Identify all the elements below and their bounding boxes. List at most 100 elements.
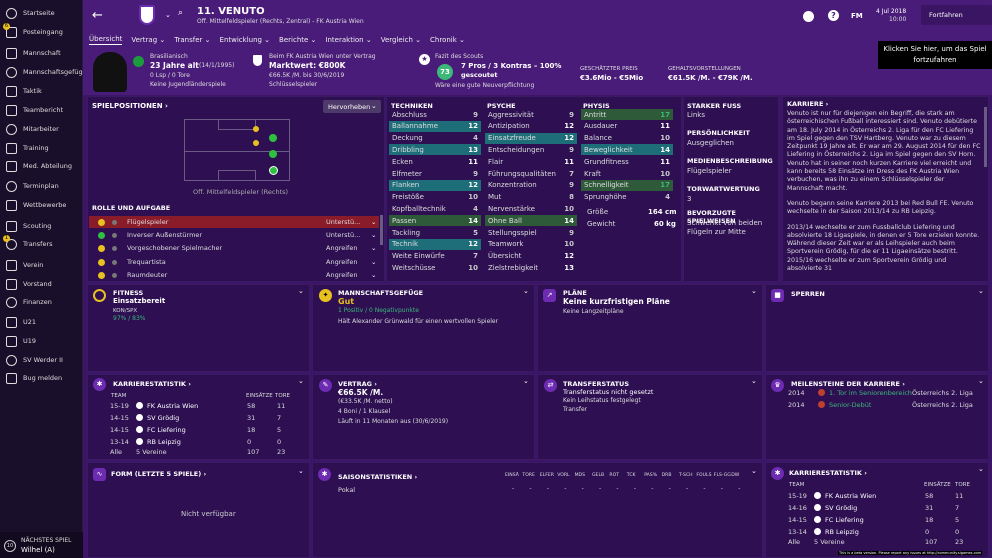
milestones-title[interactable]: MEILENSTEINE DER KARRIERE › bbox=[791, 380, 905, 388]
season-col-header[interactable]: DW bbox=[731, 473, 740, 478]
sidebar-item-12[interactable]: Scouting bbox=[0, 217, 83, 235]
season-col-header[interactable]: DRB bbox=[661, 473, 672, 478]
tab-3[interactable]: Transfer ⌄ bbox=[174, 36, 210, 44]
contract-title[interactable]: VERTRAG › bbox=[338, 380, 377, 388]
career-scrollbar[interactable] bbox=[984, 107, 987, 167]
sidebar-item-10[interactable]: Terminplan bbox=[0, 177, 83, 195]
transfer-title: TRANSFERSTATUS bbox=[563, 380, 630, 388]
bans-chevron-icon[interactable]: ⌄ bbox=[978, 287, 984, 295]
market-value: Marktwert: €800K bbox=[269, 61, 346, 70]
role-row[interactable]: Vorgeschobener Spielmacher Angreifen ⌄ bbox=[89, 242, 379, 254]
season-col-header[interactable]: T-SCH bbox=[679, 473, 693, 478]
help-icon[interactable]: ? bbox=[828, 10, 839, 21]
chevron-down-icon[interactable]: ⌄ bbox=[371, 231, 377, 239]
table-row[interactable]: 14-16 SV Grödig 31 7 bbox=[788, 504, 988, 512]
positions-title[interactable]: SPIELPOSITIONEN › bbox=[92, 102, 168, 110]
chevron-down-icon[interactable]: ⌄ bbox=[371, 244, 377, 252]
season-col-header[interactable]: VORL bbox=[557, 473, 570, 478]
contract-chevron-icon[interactable]: ⌄ bbox=[523, 377, 529, 385]
season-col-header[interactable]: FLS-GG bbox=[713, 473, 731, 478]
sidebar-item-4[interactable]: Mannschaftsgefüge bbox=[0, 63, 87, 81]
sidebar-item-11[interactable]: Wettbewerbe bbox=[0, 196, 83, 214]
back-arrow-icon[interactable]: ← bbox=[92, 8, 103, 23]
tab-1[interactable]: Übersicht bbox=[89, 35, 123, 45]
season-col-header[interactable]: PAS% bbox=[644, 473, 658, 478]
tab-5[interactable]: Berichte ⌄ bbox=[279, 36, 316, 44]
continue-button[interactable]: Fortfahren bbox=[921, 5, 992, 25]
chevron-down-icon: ⌄ bbox=[261, 36, 271, 44]
sidebar-item-13[interactable]: 1 Transfers bbox=[0, 234, 83, 253]
career-title[interactable]: KARRIERE › bbox=[787, 100, 829, 108]
sidebar-item-6[interactable]: Teambericht bbox=[0, 101, 83, 119]
chevron-down-icon[interactable]: ⌄ bbox=[371, 271, 377, 279]
chevron-down-icon[interactable]: ⌄ bbox=[165, 11, 171, 19]
sidebar-item-19[interactable]: SV Werder II bbox=[0, 351, 83, 369]
career-stats-chevron-icon[interactable]: ⌄ bbox=[298, 377, 304, 385]
table-row[interactable]: 14-15 FC Liefering 18 5 bbox=[110, 426, 310, 434]
continue-tooltip: Klicken Sie hier, um das Spiel fortzufah… bbox=[878, 41, 992, 69]
sidebar-item-5[interactable]: Taktik bbox=[0, 82, 83, 100]
sidebar-item-14[interactable]: Verein bbox=[0, 256, 83, 274]
highlight-dropdown[interactable]: Hervorheben ⌄ bbox=[323, 100, 381, 113]
search-icon[interactable]: ⌕ bbox=[178, 8, 184, 18]
sidebar-item-3[interactable]: Mannschaft bbox=[0, 44, 83, 62]
season-col-header[interactable]: ROT bbox=[609, 473, 620, 478]
fitness-chevron-icon[interactable]: ⌄ bbox=[298, 287, 304, 295]
season-col-header[interactable]: TCK bbox=[626, 473, 636, 478]
tab-8[interactable]: Chronik ⌄ bbox=[430, 36, 465, 44]
chevron-down-icon[interactable]: ⌄ bbox=[371, 258, 377, 266]
season-col-header[interactable]: GELB bbox=[592, 473, 605, 478]
season-chevron-icon[interactable]: ⌄ bbox=[751, 467, 757, 475]
role-row[interactable]: Inverser Außenstürmer Unterstü... ⌄ bbox=[89, 229, 379, 241]
transfer-chevron-icon[interactable]: ⌄ bbox=[751, 377, 757, 385]
milestones-chevron-icon[interactable]: ⌄ bbox=[978, 377, 984, 385]
season-col-header[interactable]: MDS bbox=[574, 473, 586, 478]
table-row[interactable]: 14-15 FC Liefering 18 5 bbox=[788, 516, 988, 524]
role-duty[interactable]: Unterstü... bbox=[326, 218, 361, 226]
role-row[interactable]: Raumdeuter Angreifen ⌄ bbox=[89, 269, 379, 281]
season-col-header[interactable]: FOULS bbox=[696, 473, 712, 478]
role-duty[interactable]: Angreifen bbox=[326, 244, 358, 252]
table-row[interactable]: 13-14 RB Leipzig 0 0 bbox=[110, 438, 310, 446]
sidebar-item-18[interactable]: U19 bbox=[0, 332, 83, 350]
roles-scrollbar[interactable] bbox=[380, 215, 383, 245]
season-col-header[interactable]: ELFER bbox=[539, 473, 554, 478]
sidebar-item-17[interactable]: U21 bbox=[0, 313, 83, 331]
role-duty[interactable]: Angreifen bbox=[326, 271, 358, 279]
sidebar-item-2[interactable]: 6 Posteingang bbox=[0, 22, 83, 41]
weight-label: Gewicht bbox=[587, 220, 616, 228]
sidebar-item-7[interactable]: Mitarbeiter bbox=[0, 120, 83, 138]
tab-6[interactable]: Interaktion ⌄ bbox=[325, 36, 371, 44]
form-title[interactable]: FORM (LETZTE 5 SPIELE) › bbox=[111, 470, 207, 478]
table-row[interactable]: 14-15 SV Grödig 31 7 bbox=[110, 414, 310, 422]
dynamics-chevron-icon[interactable]: ⌄ bbox=[523, 287, 529, 295]
tab-2[interactable]: Vertrag ⌄ bbox=[131, 36, 165, 44]
sidebar-item-15[interactable]: Vorstand bbox=[0, 275, 83, 293]
sidebar-item-20[interactable]: Bug melden bbox=[0, 369, 83, 387]
sidebar-item-1[interactable]: Startseite bbox=[0, 4, 83, 22]
table-row[interactable]: 13-14 RB Leipzig 0 0 bbox=[788, 528, 988, 536]
form-chevron-icon[interactable]: ⌄ bbox=[298, 467, 304, 475]
table-row[interactable]: 15-19 FK Austria Wien 58 11 bbox=[788, 492, 988, 500]
chevron-down-icon[interactable]: ⌄ bbox=[371, 218, 377, 226]
role-row[interactable]: Trequartista Angreifen ⌄ bbox=[89, 256, 379, 268]
season-col-header[interactable]: TORE bbox=[522, 473, 535, 478]
sidebar-item-16[interactable]: Finanzen bbox=[0, 293, 83, 311]
role-row[interactable]: Flügelspieler Unterstü... ⌄ bbox=[89, 216, 379, 228]
table-row[interactable]: 15-19 FK Austria Wien 58 11 bbox=[110, 402, 310, 410]
plans-chevron-icon[interactable]: ⌄ bbox=[751, 287, 757, 295]
tab-7[interactable]: Vergleich ⌄ bbox=[381, 36, 421, 44]
next-match-panel[interactable]: 10 NÄCHSTES SPIEL Wilhel (A) bbox=[0, 532, 83, 558]
role-duty[interactable]: Unterstü... bbox=[326, 231, 361, 239]
season-stats-title[interactable]: SAISONSTATISTIKEN › bbox=[338, 473, 418, 481]
role-duty[interactable]: Angreifen bbox=[326, 258, 358, 266]
career-stats2-chevron-icon[interactable]: ⌄ bbox=[978, 465, 984, 473]
season-col-header[interactable]: EINSÄ bbox=[505, 473, 519, 478]
world-icon[interactable] bbox=[803, 11, 814, 22]
sidebar-item-9[interactable]: Med. Abteilung bbox=[0, 157, 83, 175]
sidebar-item-8[interactable]: Training bbox=[0, 139, 83, 157]
career-stats2-title[interactable]: KARRIERESTATISTIK › bbox=[789, 469, 867, 477]
career-stats-title[interactable]: KARRIERESTATISTIK › bbox=[113, 380, 191, 388]
fm-menu[interactable]: FM bbox=[851, 12, 863, 20]
tab-4[interactable]: Entwicklung ⌄ bbox=[220, 36, 271, 44]
